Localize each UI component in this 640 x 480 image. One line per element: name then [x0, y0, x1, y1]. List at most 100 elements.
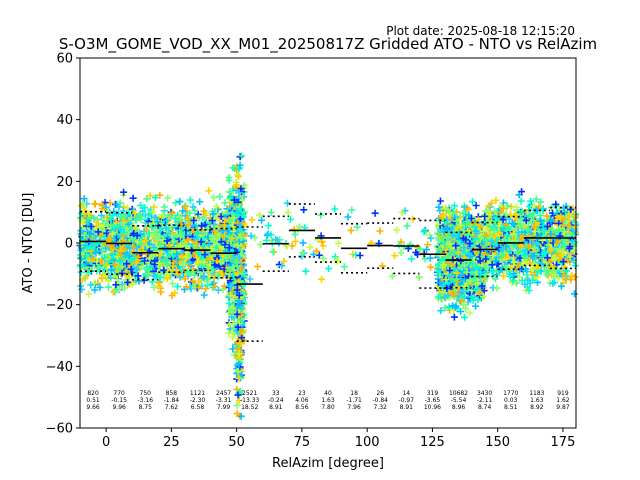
scatter-point	[201, 229, 209, 237]
scatter-point	[181, 203, 189, 211]
scatter-point	[489, 251, 497, 259]
scatter-point	[107, 215, 115, 223]
bin-std-label: 9.96	[112, 404, 126, 411]
scatter-point	[317, 211, 325, 219]
scatter-point	[403, 222, 411, 230]
scatter-point	[187, 285, 195, 293]
scatter-point	[235, 172, 242, 180]
scatter-point	[128, 205, 136, 213]
scatter-point	[464, 231, 472, 239]
bin-std-label: 9.87	[556, 404, 570, 411]
scatter-point	[237, 327, 245, 335]
scatter-point	[449, 276, 457, 284]
scatter-point	[571, 273, 579, 281]
scatter-point	[133, 266, 141, 274]
scatter-point	[482, 207, 490, 215]
scatter-point	[457, 257, 465, 265]
bin-count-label: 3430	[477, 390, 492, 397]
scatter-point	[441, 217, 449, 225]
scatter-point	[227, 282, 235, 290]
scatter-point	[113, 210, 121, 218]
scatter-point	[150, 272, 158, 280]
scatter-point	[169, 252, 177, 260]
scatter-point	[156, 240, 164, 248]
scatter-point	[454, 224, 461, 232]
scatter-point	[145, 210, 153, 218]
scatter-point	[234, 229, 241, 237]
scatter-point	[427, 263, 435, 271]
scatter-point	[164, 260, 171, 268]
scatter-point	[548, 226, 556, 234]
scatter-point	[525, 243, 533, 251]
scatter-point	[194, 240, 201, 248]
scatter-point	[251, 234, 259, 242]
scatter-point	[103, 261, 110, 269]
scatter-point	[547, 230, 555, 238]
scatter-point	[78, 285, 86, 293]
scatter-point	[177, 248, 185, 256]
scatter-point	[461, 262, 468, 269]
scatter-point	[534, 263, 542, 271]
scatter-point	[471, 223, 479, 231]
scatter-point	[442, 241, 450, 249]
scatter-point	[478, 282, 486, 290]
scatter-point	[510, 221, 518, 228]
scatter-point	[86, 243, 94, 251]
scatter-point	[456, 240, 464, 248]
scatter-point	[235, 374, 243, 382]
scatter-point	[436, 197, 444, 205]
scatter-point	[496, 229, 503, 237]
y-tick-label: 20	[56, 175, 73, 190]
scatter-point	[543, 223, 551, 231]
scatter-point	[530, 260, 538, 268]
scatter-point	[391, 252, 399, 260]
scatter-point	[187, 268, 195, 275]
scatter-point	[87, 223, 95, 230]
bin-std-label: 6.58	[191, 404, 205, 411]
scatter-point	[145, 247, 153, 255]
bin-mean-label: -0.97	[399, 397, 415, 404]
scatter-point	[78, 217, 86, 225]
scatter-point	[559, 258, 567, 266]
scatter-point	[221, 199, 229, 207]
scatter-point	[464, 257, 472, 265]
scatter-point	[371, 209, 379, 217]
scatter-point	[518, 188, 526, 196]
bin-std-label: 8.96	[452, 404, 466, 411]
scatter-point	[107, 266, 115, 274]
x-tick-label: 50	[228, 435, 245, 450]
scatter-point	[233, 262, 241, 270]
scatter-point	[194, 258, 202, 266]
bin-count-label: 18	[350, 390, 358, 397]
scatter-point	[234, 242, 242, 250]
scatter-point	[284, 209, 292, 216]
scatter-point	[325, 265, 333, 273]
scatter-point	[240, 208, 248, 216]
scatter-point	[235, 165, 243, 173]
scatter-point	[233, 269, 241, 277]
scatter-point	[233, 281, 241, 289]
scatter-point	[435, 203, 443, 211]
scatter-point	[237, 264, 245, 272]
scatter-point	[291, 230, 299, 238]
scatter-point	[264, 230, 272, 238]
scatter-point	[217, 213, 225, 220]
bin-std-label: 10.96	[424, 404, 441, 411]
scatter-point	[506, 225, 514, 233]
scatter-point	[77, 268, 85, 276]
scatter-point	[465, 211, 473, 219]
scatter-point	[258, 216, 266, 224]
scatter-point	[496, 266, 504, 274]
scatter-point	[233, 310, 241, 318]
scatter-point	[318, 275, 325, 283]
scatter-point	[134, 272, 142, 280]
scatter-point	[435, 293, 442, 301]
scatter-point	[530, 223, 538, 231]
scatter-point	[465, 272, 473, 280]
scatter-point	[246, 275, 254, 283]
scatter-point	[227, 292, 234, 300]
scatter-point	[442, 276, 450, 283]
scatter-point	[176, 198, 184, 206]
bin-std-label: 18.52	[241, 404, 258, 411]
scatter-point	[499, 205, 507, 213]
